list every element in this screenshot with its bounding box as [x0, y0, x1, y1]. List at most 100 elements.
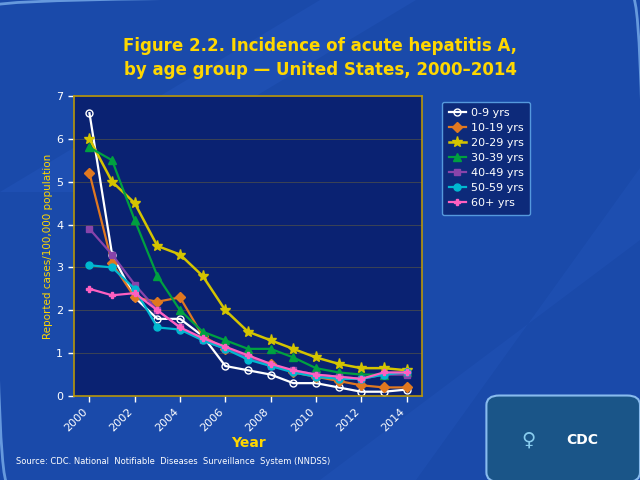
20-29 yrs: [176, 252, 184, 257]
60+ yrs: [199, 335, 207, 341]
20-29 yrs: [199, 273, 207, 279]
30-39 yrs: [267, 346, 275, 352]
10-19 yrs: [312, 374, 320, 380]
50-59 yrs: [289, 370, 297, 375]
20-29 yrs: [131, 200, 139, 206]
30-39 yrs: [244, 346, 252, 352]
0-9 yrs: [357, 389, 365, 395]
50-59 yrs: [199, 337, 207, 343]
0-9 yrs: [335, 384, 342, 390]
30-39 yrs: [131, 217, 139, 223]
40-49 yrs: [380, 372, 388, 377]
10-19 yrs: [86, 170, 93, 176]
Text: Source: CDC. National  Notifiable  Diseases  Surveillance  System (NNDSS): Source: CDC. National Notifiable Disease…: [16, 457, 330, 466]
30-39 yrs: [108, 157, 116, 163]
30-39 yrs: [312, 365, 320, 371]
10-19 yrs: [131, 295, 139, 300]
Line: 60+ yrs: 60+ yrs: [86, 286, 410, 383]
10-19 yrs: [154, 299, 161, 305]
10-19 yrs: [380, 384, 388, 390]
50-59 yrs: [312, 374, 320, 380]
20-29 yrs: [335, 361, 342, 367]
Text: CDC: CDC: [566, 433, 598, 447]
30-39 yrs: [199, 329, 207, 335]
60+ yrs: [380, 370, 388, 375]
Line: 30-39 yrs: 30-39 yrs: [85, 143, 411, 379]
50-59 yrs: [86, 263, 93, 268]
10-19 yrs: [335, 378, 342, 384]
Line: 40-49 yrs: 40-49 yrs: [86, 226, 410, 383]
0-9 yrs: [289, 380, 297, 386]
50-59 yrs: [221, 346, 229, 352]
40-49 yrs: [357, 376, 365, 382]
60+ yrs: [154, 307, 161, 313]
40-49 yrs: [176, 324, 184, 330]
10-19 yrs: [199, 333, 207, 339]
40-49 yrs: [221, 346, 229, 352]
50-59 yrs: [131, 286, 139, 292]
Line: 10-19 yrs: 10-19 yrs: [86, 169, 410, 391]
0-9 yrs: [86, 110, 93, 116]
20-29 yrs: [267, 337, 275, 343]
50-59 yrs: [176, 327, 184, 333]
50-59 yrs: [403, 370, 410, 375]
Y-axis label: Reported cases/100,000 population: Reported cases/100,000 population: [44, 154, 53, 338]
30-39 yrs: [289, 355, 297, 360]
Text: ♀: ♀: [521, 431, 535, 450]
0-9 yrs: [403, 387, 410, 393]
30-39 yrs: [221, 337, 229, 343]
20-29 yrs: [244, 329, 252, 335]
60+ yrs: [131, 290, 139, 296]
60+ yrs: [176, 324, 184, 330]
40-49 yrs: [131, 282, 139, 288]
10-19 yrs: [244, 355, 252, 360]
40-49 yrs: [312, 372, 320, 377]
60+ yrs: [403, 370, 410, 375]
30-39 yrs: [335, 370, 342, 375]
60+ yrs: [312, 372, 320, 377]
10-19 yrs: [176, 295, 184, 300]
0-9 yrs: [199, 333, 207, 339]
10-19 yrs: [267, 361, 275, 367]
20-29 yrs: [312, 355, 320, 360]
30-39 yrs: [403, 370, 410, 375]
0-9 yrs: [312, 380, 320, 386]
10-19 yrs: [108, 260, 116, 266]
Polygon shape: [320, 168, 640, 480]
0-9 yrs: [176, 316, 184, 322]
10-19 yrs: [289, 370, 297, 375]
20-29 yrs: [108, 179, 116, 185]
Text: Figure 2.2. Incidence of acute hepatitis A,: Figure 2.2. Incidence of acute hepatitis…: [123, 36, 517, 55]
Line: 20-29 yrs: 20-29 yrs: [84, 133, 412, 376]
Text: by age group — United States, 2000–2014: by age group — United States, 2000–2014: [124, 60, 516, 79]
50-59 yrs: [267, 363, 275, 369]
0-9 yrs: [380, 389, 388, 395]
20-29 yrs: [357, 365, 365, 371]
20-29 yrs: [86, 136, 93, 142]
30-39 yrs: [176, 307, 184, 313]
X-axis label: Year: Year: [230, 436, 266, 450]
60+ yrs: [108, 292, 116, 298]
30-39 yrs: [86, 144, 93, 150]
20-29 yrs: [221, 307, 229, 313]
40-49 yrs: [267, 363, 275, 369]
60+ yrs: [289, 367, 297, 373]
60+ yrs: [86, 286, 93, 292]
50-59 yrs: [154, 324, 161, 330]
0-9 yrs: [244, 367, 252, 373]
60+ yrs: [221, 344, 229, 349]
20-29 yrs: [154, 243, 161, 249]
20-29 yrs: [403, 367, 410, 373]
Legend: 0-9 yrs, 10-19 yrs, 20-29 yrs, 30-39 yrs, 40-49 yrs, 50-59 yrs, 60+ yrs: 0-9 yrs, 10-19 yrs, 20-29 yrs, 30-39 yrs…: [442, 102, 531, 215]
Line: 0-9 yrs: 0-9 yrs: [86, 109, 410, 395]
60+ yrs: [357, 376, 365, 382]
50-59 yrs: [380, 372, 388, 377]
40-49 yrs: [335, 374, 342, 380]
Line: 50-59 yrs: 50-59 yrs: [86, 262, 410, 383]
40-49 yrs: [403, 372, 410, 377]
40-49 yrs: [199, 337, 207, 343]
0-9 yrs: [267, 372, 275, 377]
30-39 yrs: [357, 372, 365, 377]
50-59 yrs: [335, 376, 342, 382]
60+ yrs: [267, 361, 275, 367]
